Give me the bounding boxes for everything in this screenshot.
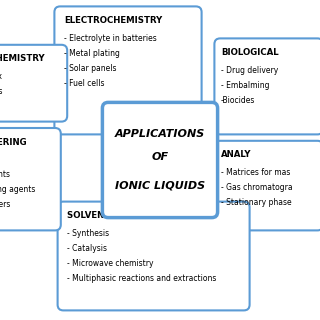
Text: SOLVENTS AND CATALYSTS: SOLVENTS AND CATALYSTS: [67, 211, 196, 220]
Text: - Fuel cells: - Fuel cells: [64, 79, 105, 88]
Text: index: index: [0, 72, 2, 81]
Text: - Microwave chemistry: - Microwave chemistry: [67, 259, 154, 268]
FancyBboxPatch shape: [0, 128, 61, 230]
FancyBboxPatch shape: [214, 141, 320, 230]
Text: spersing agents: spersing agents: [0, 185, 36, 194]
Text: - Drug delivery: - Drug delivery: [221, 66, 278, 75]
Text: APPLICATIONS: APPLICATIONS: [115, 129, 205, 140]
Text: - Electrolyte in batteries: - Electrolyte in batteries: [64, 34, 157, 43]
Text: - Solar panels: - Solar panels: [64, 64, 116, 73]
Text: - Multiphasic reactions and extractions: - Multiphasic reactions and extractions: [67, 274, 217, 283]
Text: - Gas chromatogra: - Gas chromatogra: [221, 183, 292, 192]
Text: - Catalysis: - Catalysis: [67, 244, 107, 253]
Text: BIOLOGICAL: BIOLOGICAL: [221, 48, 278, 57]
Text: - Synthesis: - Synthesis: [67, 229, 109, 238]
FancyBboxPatch shape: [58, 202, 250, 310]
Text: - Matrices for mas: - Matrices for mas: [221, 168, 290, 177]
Text: L CHEMISTRY: L CHEMISTRY: [0, 54, 44, 63]
Text: - Metal plating: - Metal plating: [64, 49, 120, 58]
FancyBboxPatch shape: [54, 6, 202, 134]
FancyBboxPatch shape: [102, 102, 218, 218]
Text: GINEERING: GINEERING: [0, 138, 27, 147]
Text: - Stationary phase: - Stationary phase: [221, 198, 292, 207]
Text: abricants: abricants: [0, 170, 10, 179]
Text: OF: OF: [151, 152, 169, 162]
Text: ANALY: ANALY: [221, 150, 251, 159]
Text: ELECTROCHEMISTRY: ELECTROCHEMISTRY: [64, 16, 162, 25]
Text: - Embalming: - Embalming: [221, 81, 269, 90]
FancyBboxPatch shape: [214, 38, 320, 134]
Text: -Biocides: -Biocides: [221, 96, 255, 105]
FancyBboxPatch shape: [0, 45, 67, 122]
Text: amics: amics: [0, 87, 3, 96]
Text: IONIC LIQUIDS: IONIC LIQUIDS: [115, 180, 205, 191]
Text: asticisers: asticisers: [0, 200, 11, 209]
